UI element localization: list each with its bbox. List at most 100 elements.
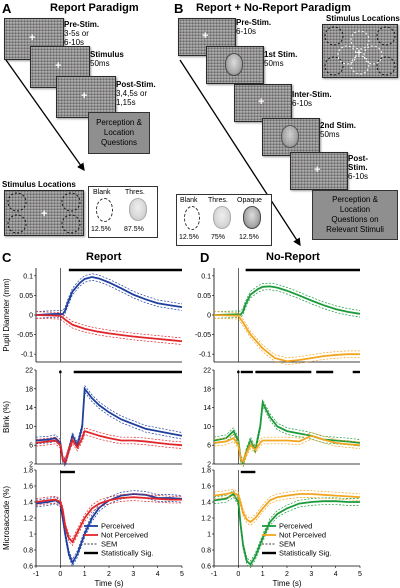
questions-box-b: Perception & Location Questions on Relev… <box>312 190 398 240</box>
x-tick-label: 1 <box>261 571 265 578</box>
stimulus-locations-screen-a: + <box>4 190 84 236</box>
post-stim-duration-b: 6-10s <box>348 172 369 181</box>
stim-types-box-b: Blank Thres. Opaque 12.5% 75% 12.5% <box>176 194 272 246</box>
thres-label-a: Thres. <box>125 189 145 196</box>
y-tick-label: 1 <box>29 532 33 539</box>
x-tick-label: 5 <box>358 571 362 578</box>
panel-d-title: No-Report <box>266 251 320 263</box>
panel-c-letter: C <box>2 250 12 265</box>
x-tick-label: -1 <box>211 571 217 578</box>
legend-label: Statistically Sig. <box>279 549 332 558</box>
sem-lower-line <box>35 391 183 468</box>
blank-label-b: Blank <box>180 197 198 204</box>
inter-stim-screen-b: + <box>234 84 292 122</box>
x-tick-label: 4 <box>156 571 160 578</box>
questions-box-a: Perception & Location Questions <box>88 112 150 154</box>
face-stimulus-icon <box>225 53 243 76</box>
thres-label-b: Thres. <box>208 197 228 204</box>
pre-stim-screen-a: + <box>4 18 64 60</box>
y-axis-label: Pupil Diameter (mm) <box>2 278 11 352</box>
sem-upper-line <box>213 398 361 461</box>
series-line-not-perceived <box>35 314 183 343</box>
y-tick-label: 10 <box>203 424 211 431</box>
inter-stim-label-b: Inter-Stim. <box>292 90 332 99</box>
y-tick-label: 1.4 <box>23 500 33 507</box>
stimulus-locations-title-a: Stimulus Locations <box>2 180 76 189</box>
sem-upper-line <box>35 493 182 540</box>
y-tick-label: 2 <box>29 462 33 469</box>
y-tick-label: 10 <box>25 424 33 431</box>
face-stimulus-icon <box>281 125 299 148</box>
y-tick-label: 1.2 <box>23 516 33 523</box>
y-tick-label: 0 <box>207 313 211 320</box>
panel-b-letter: B <box>174 1 184 16</box>
y-tick-label: 0.6 <box>23 564 33 571</box>
y-tick-label: 22 <box>25 368 33 375</box>
panel-b-title: Report + No-Report Paradigm <box>196 2 351 14</box>
second-stim-screen-b <box>262 118 320 156</box>
sem-lower-line <box>213 438 361 466</box>
x-tick-label: -1 <box>33 571 39 578</box>
panel-d-letter: D <box>200 250 210 265</box>
y-tick-label: 22 <box>203 368 211 375</box>
y-tick-label: -0.05 <box>17 332 33 339</box>
timeline-arrow-a <box>5 59 85 172</box>
y-tick-label: 2 <box>207 462 211 469</box>
y-tick-label: 0.05 <box>19 293 33 300</box>
inter-stim-duration-b: 6-10s <box>292 99 313 108</box>
y-axis-label: Blink (%) <box>2 401 11 433</box>
y-tick-label: -0.1 <box>21 352 33 359</box>
series-line-perceived <box>213 285 361 316</box>
x-tick-label: 2 <box>285 571 289 578</box>
fixation-cross-icon: + <box>81 90 88 102</box>
sem-upper-line <box>213 488 361 520</box>
stimulus-label-a: Stimulus <box>90 50 124 59</box>
pre-stim-label-b: Pre-Stim. <box>236 18 272 27</box>
opaque-face-icon <box>243 206 261 229</box>
y-tick-label: -0.1 <box>199 352 211 359</box>
y-tick-label: 6 <box>29 443 33 450</box>
x-tick-label: 0 <box>236 571 240 578</box>
pre-stim-duration-a: 3-5s or 6-10s <box>64 29 89 47</box>
y-tick-label: 0.1 <box>201 273 211 280</box>
legend-label: Perceived <box>101 522 134 531</box>
x-axis-label: Time (s) <box>94 579 123 588</box>
timeline-arrow-b <box>179 59 301 247</box>
x-axis-label: Time (s) <box>272 579 301 588</box>
sem-upper-line <box>213 282 361 313</box>
legend-label: Not Perceived <box>279 531 326 540</box>
timeline-arrows <box>5 59 301 247</box>
series-line-perceived <box>35 276 183 316</box>
x-tick-label: 5 <box>180 571 184 578</box>
fixation-cross-icon: + <box>314 164 321 176</box>
pre-stim-label-a: Pre-Stim. <box>64 20 100 29</box>
legend-label: SEM <box>101 540 117 549</box>
thres-pct-a: 87.5% <box>124 226 144 233</box>
series-line-not-perceived <box>35 429 183 464</box>
y-tick-label: 18 <box>203 386 211 393</box>
stim-types-box-a: Blank Thres. 12.5% 87.5% <box>88 186 158 238</box>
legend-label: Not Perceived <box>101 531 148 540</box>
sem-upper-line <box>35 273 183 313</box>
y-tick-label: 0.6 <box>201 564 211 571</box>
fixation-cross-icon: + <box>55 60 62 72</box>
y-tick-label: 0.8 <box>23 548 33 555</box>
panel-a-letter: A <box>2 1 12 16</box>
legend-label: SEM <box>279 540 295 549</box>
first-stim-screen-b <box>206 46 264 84</box>
y-tick-label: 1.2 <box>201 516 211 523</box>
legend-label: Perceived <box>279 522 312 531</box>
opaque-pct-b: 12.5% <box>239 234 259 241</box>
post-stim-label-b: Post- Stim. <box>348 154 368 172</box>
blank-stimulus-icon <box>184 206 200 230</box>
svg-text:+: + <box>41 208 47 220</box>
y-tick-label: 1.8 <box>201 468 211 475</box>
stimulus-locations-title-b: Stimulus Locations <box>326 14 400 23</box>
y-tick-label: 0.05 <box>197 293 211 300</box>
stimulus-duration-a: 50ms <box>90 59 110 68</box>
x-tick-label: 0 <box>58 571 62 578</box>
y-tick-label: 1 <box>207 532 211 539</box>
y-tick-label: 1.6 <box>23 484 33 491</box>
y-tick-label: 0 <box>29 313 33 320</box>
